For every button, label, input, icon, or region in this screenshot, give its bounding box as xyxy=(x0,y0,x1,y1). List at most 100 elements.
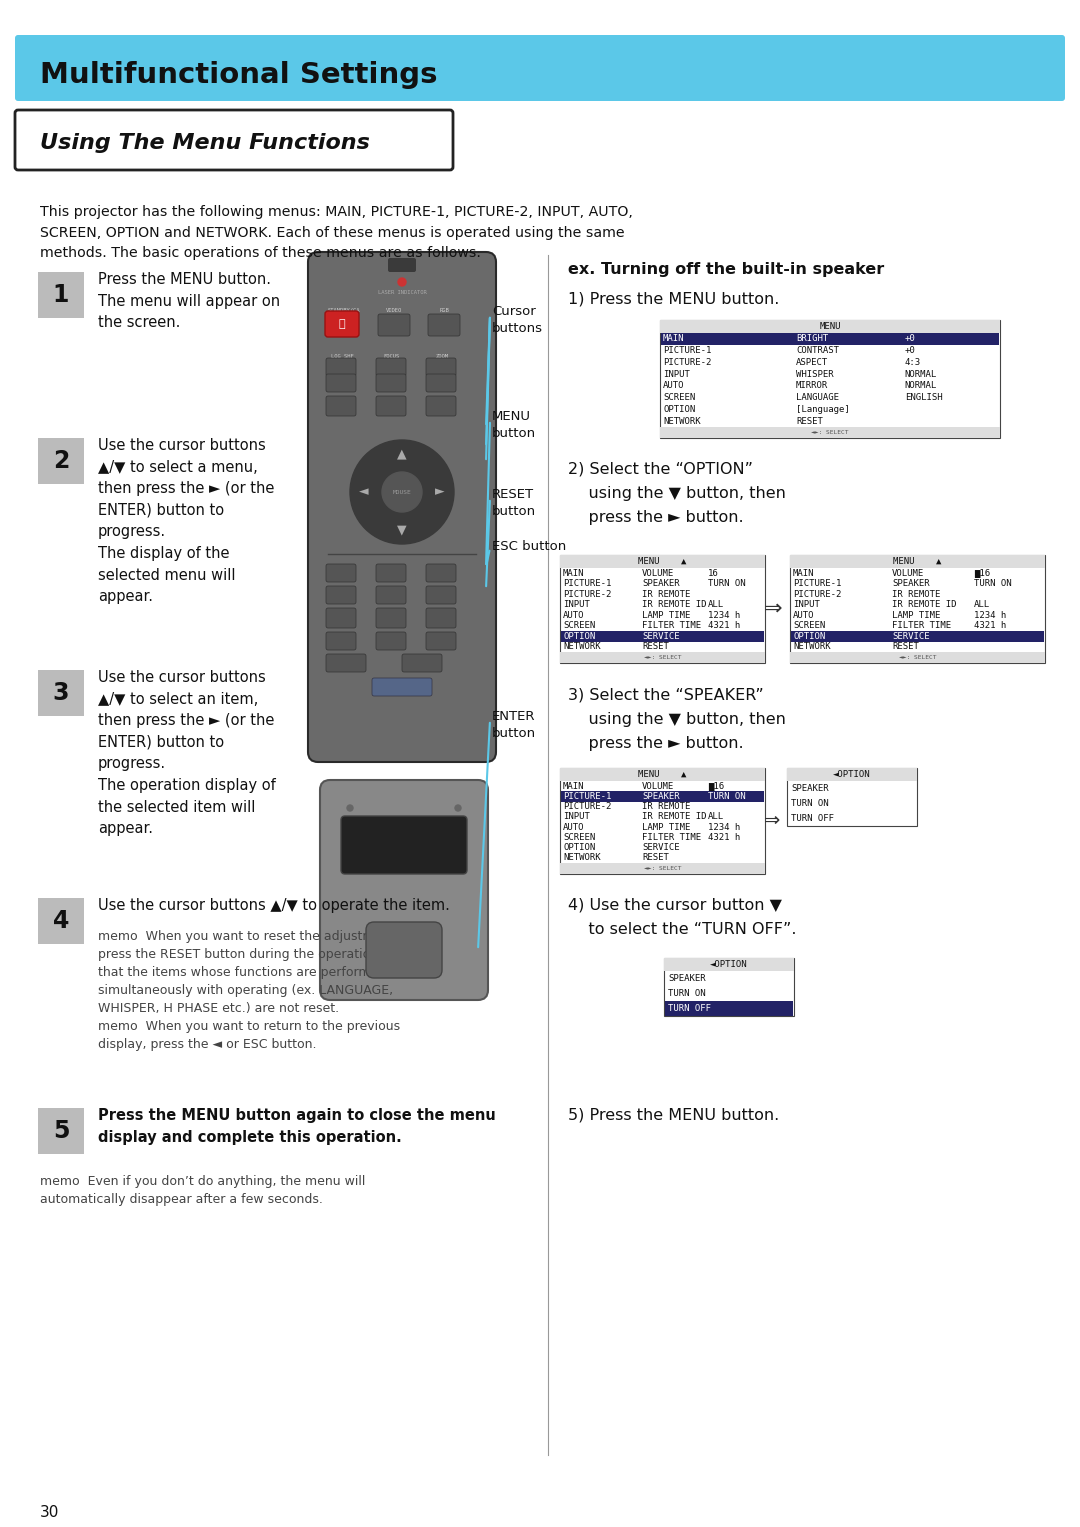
Bar xyxy=(561,554,765,663)
Text: WHISPER: WHISPER xyxy=(796,370,834,379)
FancyBboxPatch shape xyxy=(426,586,456,605)
Text: IR REMOTE: IR REMOTE xyxy=(642,589,690,599)
Text: SPEAKER: SPEAKER xyxy=(791,783,828,793)
Text: AUTO: AUTO xyxy=(563,611,584,620)
Bar xyxy=(38,670,84,716)
Text: PICTURE-2: PICTURE-2 xyxy=(563,589,611,599)
Text: Press the MENU button.
The menu will appear on
the screen.: Press the MENU button. The menu will app… xyxy=(98,272,280,330)
Text: 4321 h: 4321 h xyxy=(707,832,740,841)
Text: ⏻: ⏻ xyxy=(339,319,346,328)
FancyBboxPatch shape xyxy=(326,395,356,415)
Text: −: − xyxy=(436,379,446,389)
Text: press the ► button.: press the ► button. xyxy=(568,736,744,751)
Text: 4: 4 xyxy=(53,909,69,933)
Text: 5) Press the MENU button.: 5) Press the MENU button. xyxy=(568,1109,780,1122)
Text: SCREEN: SCREEN xyxy=(663,392,696,402)
Text: IR REMOTE ID: IR REMOTE ID xyxy=(642,600,706,609)
Bar xyxy=(38,1109,84,1154)
Text: ◄►: SELECT: ◄►: SELECT xyxy=(899,655,936,660)
Bar xyxy=(561,652,765,663)
Text: ◄: ◄ xyxy=(360,486,368,498)
Circle shape xyxy=(382,472,422,512)
Text: +0: +0 xyxy=(905,347,916,356)
Text: ◄►: SELECT: ◄►: SELECT xyxy=(644,655,681,660)
Bar xyxy=(789,554,1045,663)
Text: LOG SHF: LOG SHF xyxy=(330,354,353,359)
Text: ►: ► xyxy=(435,486,445,498)
Bar xyxy=(38,272,84,318)
Text: LAMP TIME: LAMP TIME xyxy=(892,611,941,620)
Text: IR REMOTE ID: IR REMOTE ID xyxy=(642,812,706,822)
Text: SERVICE: SERVICE xyxy=(892,632,930,641)
Text: 4:3: 4:3 xyxy=(905,357,921,366)
Text: Multifunctional Settings: Multifunctional Settings xyxy=(40,61,437,89)
Text: Cursor
buttons: Cursor buttons xyxy=(492,305,543,334)
Text: PICTURE-2: PICTURE-2 xyxy=(663,357,712,366)
FancyBboxPatch shape xyxy=(320,780,488,1000)
Text: AUTO: AUTO xyxy=(793,611,814,620)
Bar xyxy=(561,863,765,873)
Text: NORMAL: NORMAL xyxy=(905,382,937,391)
FancyBboxPatch shape xyxy=(428,315,460,336)
Bar xyxy=(660,321,1000,438)
Text: using the ▼ button, then: using the ▼ button, then xyxy=(568,712,786,727)
Text: to select the “TURN OFF”.: to select the “TURN OFF”. xyxy=(568,922,797,938)
Text: 30: 30 xyxy=(40,1506,59,1519)
Text: LAMP TIME: LAMP TIME xyxy=(642,611,690,620)
Text: Using The Menu Functions: Using The Menu Functions xyxy=(40,133,369,153)
FancyBboxPatch shape xyxy=(376,357,406,376)
Text: IR REMOTE: IR REMOTE xyxy=(892,589,941,599)
Text: ESC: ESC xyxy=(335,571,347,577)
FancyBboxPatch shape xyxy=(378,315,410,336)
Text: PREV: PREV xyxy=(355,489,373,495)
Text: MENU    ▲: MENU ▲ xyxy=(638,557,687,567)
Text: memo  When you want to reset the adjustment,
press the RESET button during the o: memo When you want to reset the adjustme… xyxy=(98,930,416,1051)
FancyBboxPatch shape xyxy=(326,586,356,605)
Text: ASPECT: ASPECT xyxy=(379,405,403,409)
Text: MAIN: MAIN xyxy=(563,568,584,577)
Bar xyxy=(664,957,794,1015)
Text: LAMP TIME: LAMP TIME xyxy=(642,823,690,832)
Circle shape xyxy=(347,805,353,811)
Text: +0: +0 xyxy=(905,334,916,344)
Text: −: − xyxy=(336,379,346,389)
Text: press the ► button.: press the ► button. xyxy=(568,510,744,525)
FancyBboxPatch shape xyxy=(326,608,356,628)
Text: VOLUME: VOLUME xyxy=(892,568,924,577)
Text: −: − xyxy=(387,379,395,389)
Text: 2: 2 xyxy=(53,449,69,473)
Text: TURN OFF: TURN OFF xyxy=(791,814,834,823)
Circle shape xyxy=(455,805,461,811)
Text: FILTER TIME: FILTER TIME xyxy=(642,621,701,631)
FancyBboxPatch shape xyxy=(426,395,456,415)
Text: 5: 5 xyxy=(53,1119,69,1144)
Text: MENU: MENU xyxy=(820,322,840,331)
FancyBboxPatch shape xyxy=(15,110,453,169)
Text: OFF: OFF xyxy=(335,640,347,644)
FancyBboxPatch shape xyxy=(376,608,406,628)
FancyBboxPatch shape xyxy=(376,374,406,392)
Text: TURN ON: TURN ON xyxy=(669,989,705,999)
Text: RESET: RESET xyxy=(642,643,669,651)
Text: 1234 h: 1234 h xyxy=(707,611,740,620)
Text: SCREEN: SCREEN xyxy=(563,832,595,841)
Text: Use the cursor buttons
▲/▼ to select an item,
then press the ► (or the
ENTER) bu: Use the cursor buttons ▲/▼ to select an … xyxy=(98,670,275,837)
Text: AUTO: AUTO xyxy=(433,594,448,599)
Text: 1) Press the MENU button.: 1) Press the MENU button. xyxy=(568,292,780,307)
Text: +: + xyxy=(387,363,395,373)
Text: +: + xyxy=(336,363,346,373)
Circle shape xyxy=(350,440,454,544)
Text: BLANK: BLANK xyxy=(330,405,351,409)
Text: PICTURE-2: PICTURE-2 xyxy=(793,589,841,599)
Text: MAIN: MAIN xyxy=(563,782,584,791)
FancyBboxPatch shape xyxy=(366,922,442,977)
Text: MENU    ▲: MENU ▲ xyxy=(638,770,687,779)
Bar xyxy=(660,321,1000,333)
Text: OPTION: OPTION xyxy=(663,405,696,414)
Text: ▲: ▲ xyxy=(397,447,407,461)
Text: AUTO: AUTO xyxy=(563,823,584,832)
Text: TURN ON: TURN ON xyxy=(973,579,1011,588)
Text: SPEAKER: SPEAKER xyxy=(642,793,679,800)
Text: STANDBY/CA: STANDBY/CA xyxy=(327,307,361,313)
FancyBboxPatch shape xyxy=(326,374,356,392)
